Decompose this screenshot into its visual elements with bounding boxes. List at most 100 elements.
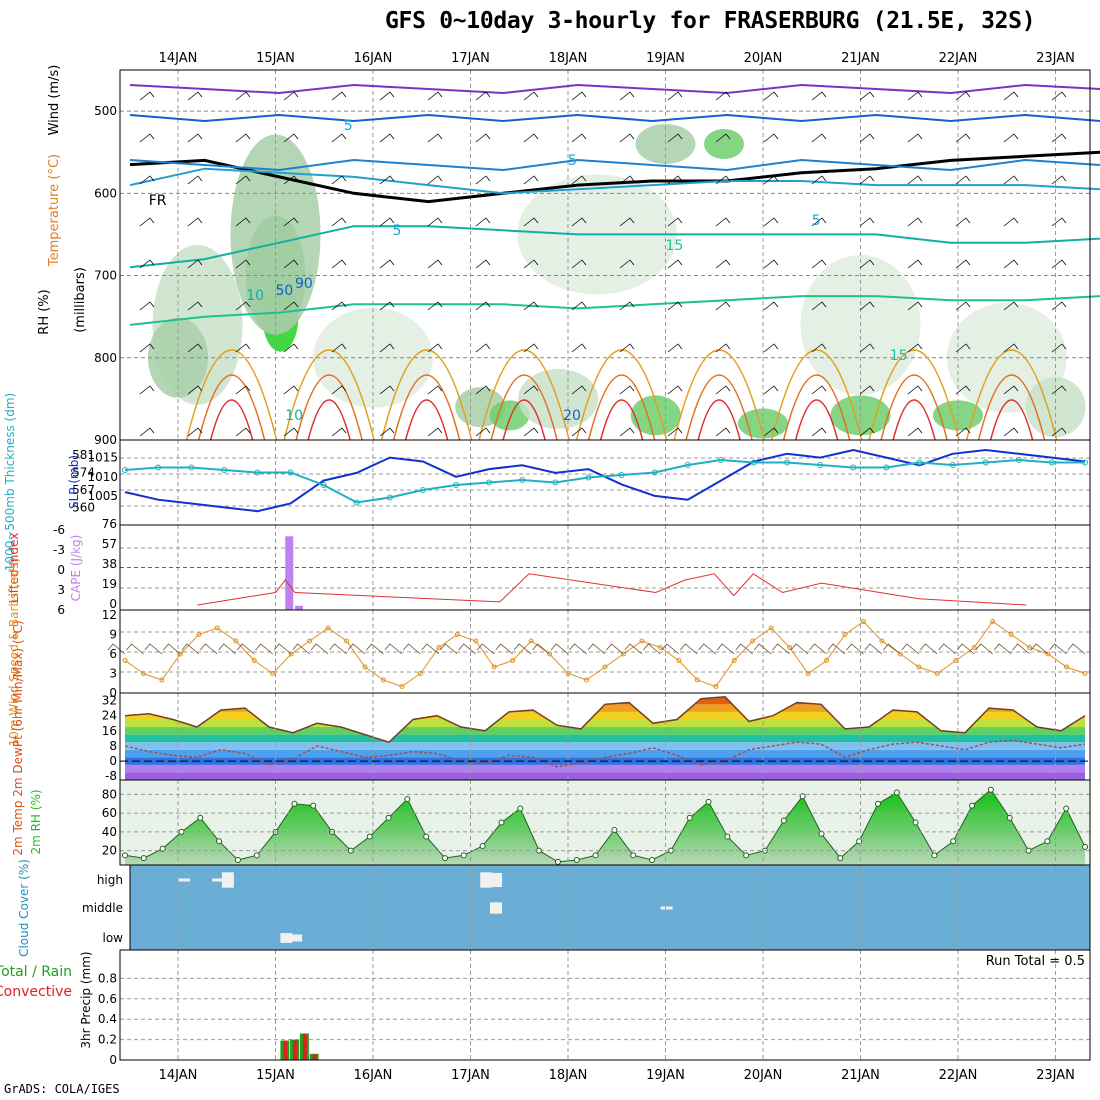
cape-tick-label: 0 (109, 597, 117, 611)
cape-tick-label: 76 (102, 517, 117, 531)
rh-point (498, 819, 505, 826)
wind-barb (859, 217, 875, 227)
wind-barb (859, 133, 875, 143)
wind-barb (1003, 343, 1019, 353)
temperature-contour (868, 349, 960, 441)
wind-barb (811, 133, 827, 143)
temperature-contour (697, 399, 741, 441)
slp-axis-label: SLP (mb) (67, 455, 81, 509)
rh-point (310, 802, 317, 809)
cloud-low-bar (280, 933, 293, 943)
contour-blue (129, 113, 1100, 123)
temperature-contour (977, 374, 1046, 441)
rh-point (630, 852, 637, 859)
wind-tick-label: 3 (109, 667, 117, 681)
temperature-contour (490, 374, 558, 441)
rh-point (234, 857, 241, 863)
bottom-day-label: 23JAN (1036, 1068, 1075, 1083)
bottom-day-label: 20JAN (744, 1068, 783, 1083)
cloud-tick-label: low (103, 931, 124, 945)
contour-label: 5 (344, 118, 353, 134)
wind-barb (139, 427, 155, 437)
wind-barb (955, 91, 971, 101)
thickness-tick-label: 560 (72, 501, 95, 515)
credit-text: GrADS: COLA/IGES (4, 1082, 120, 1096)
wind-barb (955, 133, 971, 143)
wind-barb (187, 301, 203, 311)
cape-bar (295, 605, 303, 610)
wind-barb (811, 91, 827, 101)
pressure-tick-label: 600 (94, 186, 117, 200)
surface-wind-barb (753, 643, 772, 655)
thickness-point (188, 464, 195, 471)
thickness-point (453, 482, 460, 488)
wind-barb (571, 427, 587, 437)
temp-band (125, 719, 1085, 728)
wind-barb (667, 217, 683, 227)
slp-tick-label: 1010 (87, 470, 118, 484)
wind-barb (811, 427, 827, 437)
wind-label: Wind (m/s) (47, 65, 62, 136)
surface-wind-barb (292, 643, 310, 655)
surface-wind-barb (329, 643, 347, 655)
top-day-label: 16JAN (354, 51, 393, 66)
li-tick-label: 6 (57, 603, 65, 617)
wind-barb (667, 343, 683, 353)
rh-point (893, 789, 900, 796)
slp-line (124, 448, 1086, 513)
wind-barb (427, 301, 443, 311)
cloud-middle-bar (490, 902, 502, 914)
bottom-day-label: 22JAN (939, 1068, 978, 1083)
precip-convective-bar (283, 1040, 288, 1060)
surface-wind-barb (716, 643, 735, 655)
rh-point (1006, 814, 1013, 821)
wind-barb (811, 259, 827, 269)
thickness-point (916, 459, 923, 466)
li-tick-label: 3 (57, 583, 65, 597)
rh-tick-label: 40 (102, 825, 117, 839)
wind-barb (187, 343, 203, 353)
wind-barb (571, 385, 587, 395)
rh-point (780, 817, 787, 824)
wind-barb (523, 91, 539, 101)
thickness-point (122, 467, 128, 473)
pressure-tick-label: 900 (94, 433, 117, 447)
cloud-low-bar (290, 934, 303, 942)
temperature-contour (209, 399, 254, 441)
temp-band (125, 696, 1085, 705)
surface-wind-barb (661, 643, 680, 655)
contour-label: 5 (393, 223, 402, 239)
surface-wind-barb (255, 643, 273, 655)
temperature-contour (185, 349, 278, 441)
wind-barb (907, 259, 923, 269)
wind-barb (379, 385, 395, 395)
rh-point (686, 814, 693, 821)
surface-wind-barb (1012, 643, 1030, 655)
precip-tick-label: 0.2 (98, 1033, 117, 1047)
wind-barb (1051, 301, 1067, 311)
temp-band (125, 704, 1085, 712)
wind-barb (667, 259, 683, 269)
wind-barb (955, 217, 971, 227)
slp-frame (119, 439, 1091, 526)
surface-wind-barb (181, 643, 200, 655)
wind-speed-point (547, 651, 553, 657)
wind-barb (331, 385, 347, 395)
wind-barb (763, 133, 779, 143)
wind-barb (955, 259, 971, 269)
contour-label: 10 (246, 288, 264, 304)
wind10m-axis-label: 10m Wind Speed & Barbs (m/s) (7, 558, 21, 747)
wind-barb (1051, 133, 1067, 143)
thickness-point (353, 499, 360, 506)
rh-point (969, 802, 976, 809)
temperature-contour (380, 349, 473, 441)
wind-barb (331, 301, 347, 311)
thickness-point (254, 469, 261, 476)
rh-axis-label: 2m RH (%) (29, 789, 43, 854)
thickness-point (651, 469, 658, 476)
wind-barb (1051, 91, 1067, 101)
wind-speed-point (897, 651, 903, 657)
wind-barb (715, 343, 731, 353)
surface-wind-barb (144, 643, 163, 655)
thickness-point (717, 457, 724, 463)
